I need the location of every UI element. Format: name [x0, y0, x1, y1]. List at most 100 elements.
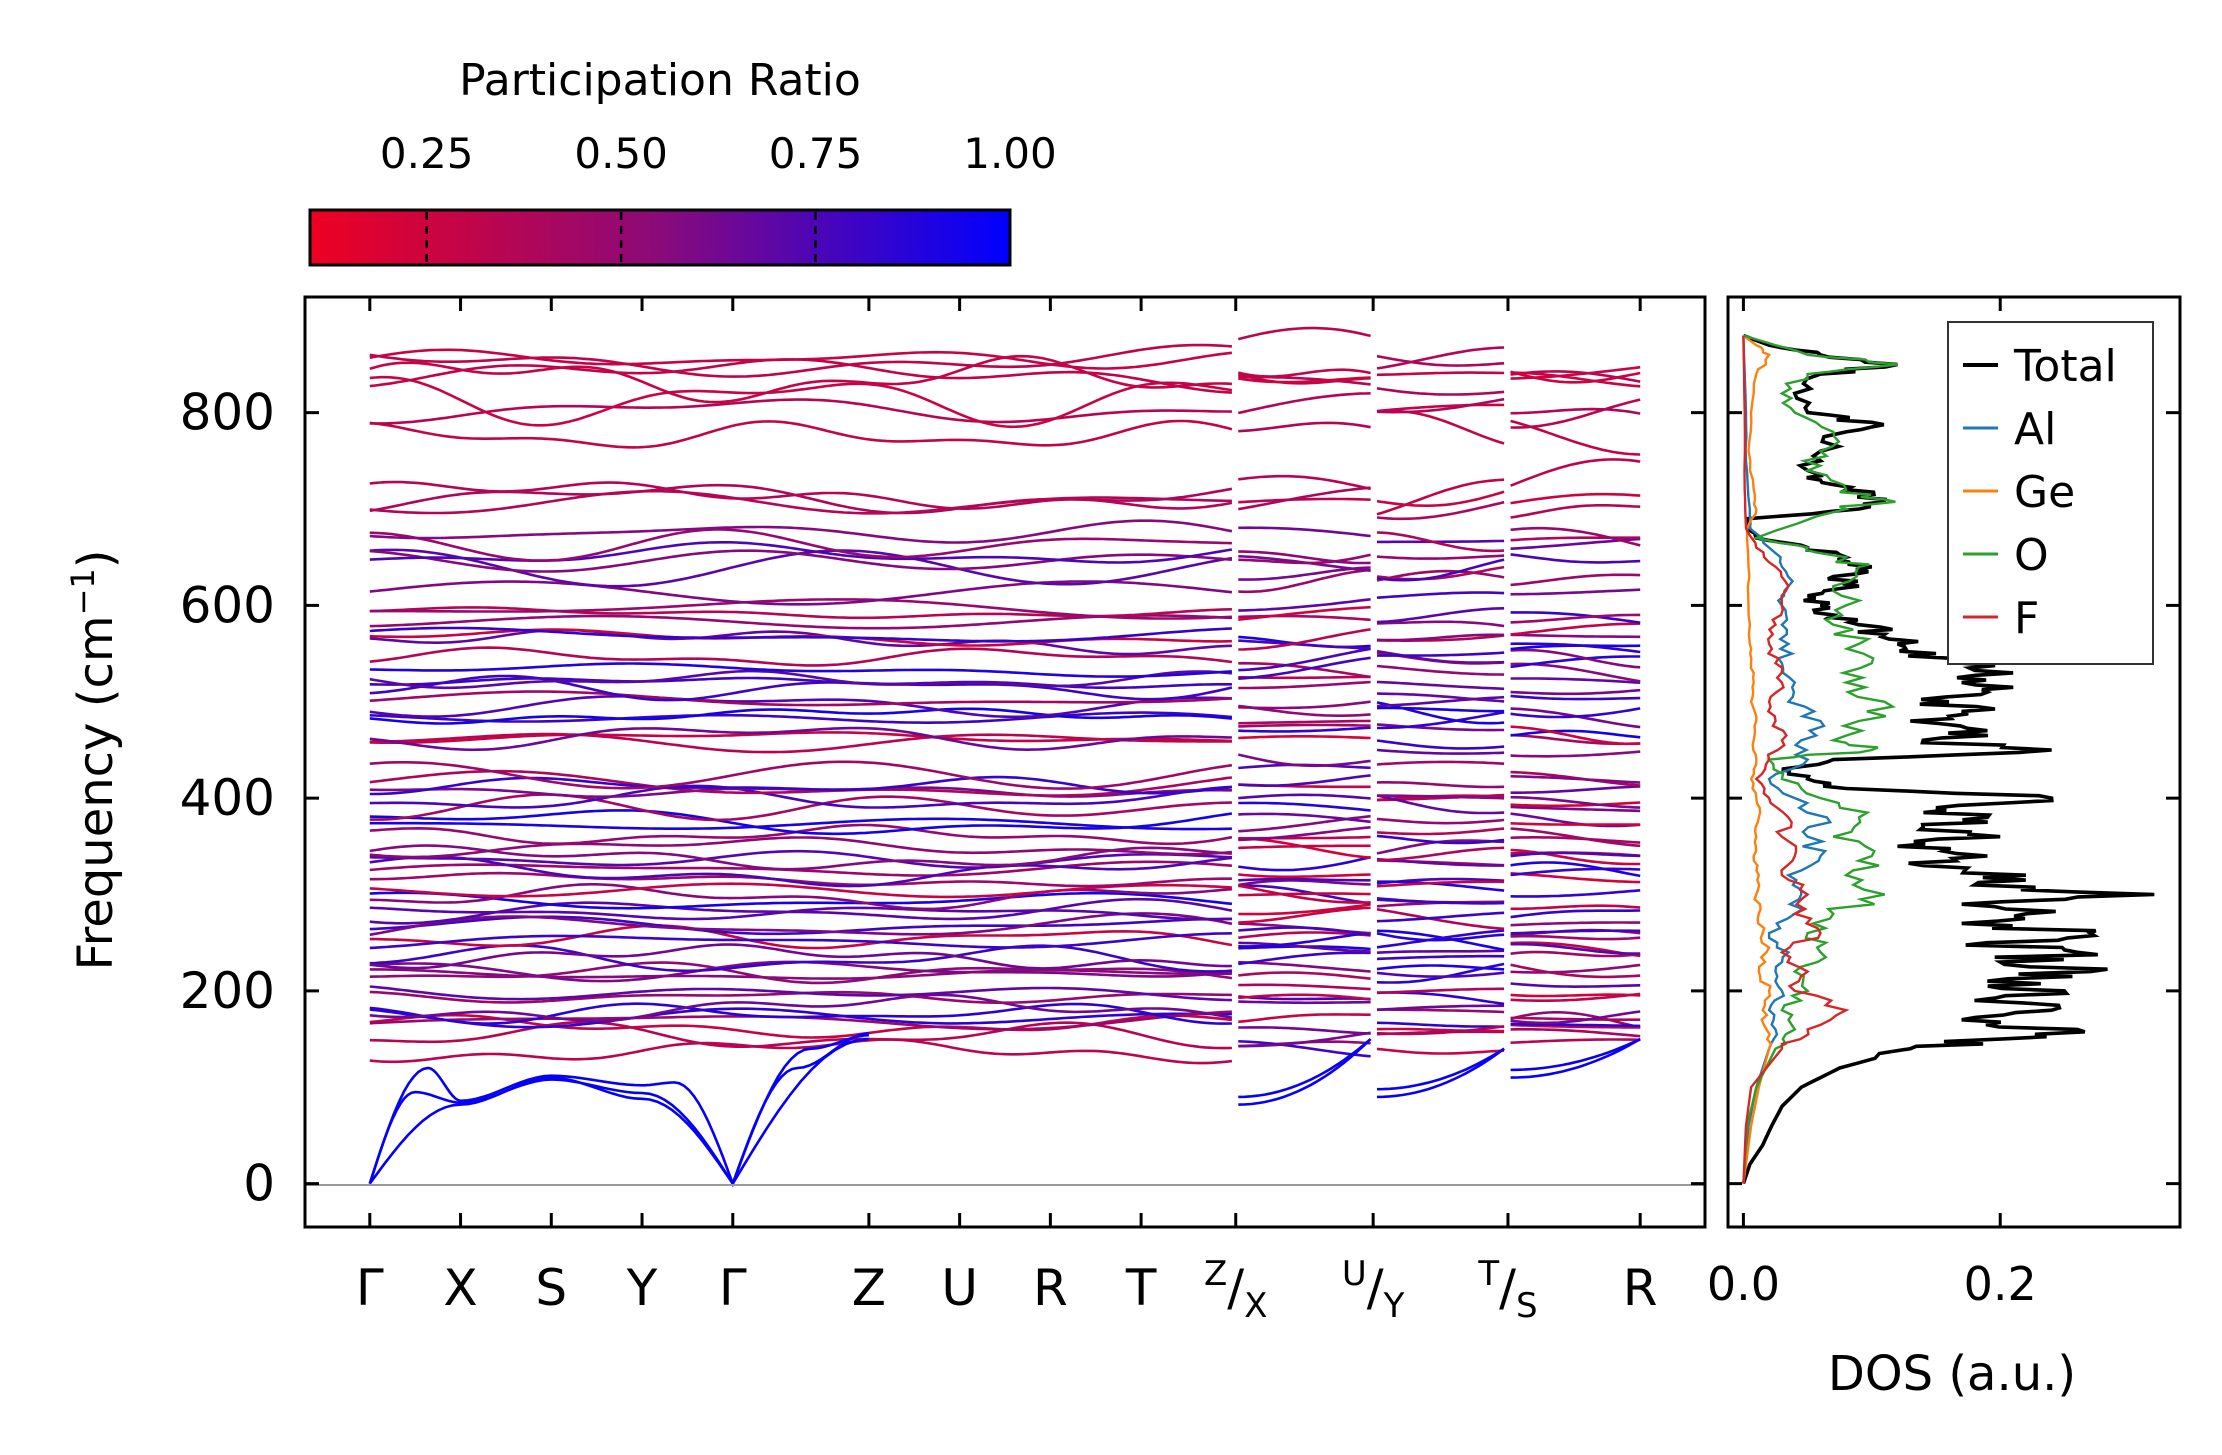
band-branch	[1238, 995, 1371, 1001]
band-branch	[1238, 723, 1371, 728]
colorbar-tick-label: 0.25	[380, 129, 474, 178]
band-branch	[1238, 726, 1371, 733]
band-branch	[1238, 826, 1371, 842]
band-branch	[1238, 568, 1371, 594]
band-branch	[369, 398, 1232, 425]
band-branch	[1238, 735, 1371, 740]
band-branch	[1376, 664, 1505, 676]
band-branch	[1510, 492, 1641, 505]
band-branch	[1376, 490, 1505, 507]
band-branch	[1238, 550, 1371, 565]
band-branch	[369, 883, 1232, 911]
band-branch	[1376, 554, 1505, 560]
band-branch	[1376, 834, 1505, 845]
band-branch	[1376, 932, 1505, 942]
band-branch	[1238, 647, 1371, 672]
band-branch	[369, 943, 1232, 970]
band-branch	[1238, 774, 1371, 788]
band-branch	[369, 1002, 1232, 1025]
band-branch	[369, 912, 1233, 937]
band-branch	[1510, 573, 1641, 587]
band-branch	[1376, 739, 1505, 750]
legend-label: Total	[2013, 341, 2117, 392]
band-branch	[1376, 633, 1505, 642]
band-branch	[1238, 598, 1371, 612]
band-branch	[1238, 892, 1371, 897]
band-branch	[1376, 607, 1505, 624]
y-tick-label: 0	[243, 1155, 275, 1213]
band-branch	[1238, 960, 1371, 973]
band-branch	[1238, 931, 1371, 948]
band-branch	[1510, 1038, 1641, 1044]
band-branch	[369, 549, 1232, 573]
band-branch	[1238, 931, 1371, 940]
band-branch	[1238, 486, 1371, 511]
band-branch	[1376, 692, 1505, 703]
band-branch	[1376, 827, 1505, 836]
band-branch	[369, 598, 1232, 620]
band-branch	[1376, 857, 1505, 867]
band-branch	[1510, 889, 1641, 898]
band-branch	[369, 375, 1233, 429]
band-branch	[1238, 1038, 1372, 1099]
band-branch	[369, 993, 1233, 1023]
colorbar-title: Participation Ratio	[459, 55, 861, 106]
band-branch	[1376, 1004, 1505, 1012]
band-branch	[1510, 536, 1641, 542]
band-branch	[369, 924, 1233, 950]
band-branch	[369, 669, 1233, 690]
band-branch	[1238, 661, 1371, 679]
band-branch	[369, 419, 1233, 449]
dos-x-tick-label: 0.0	[1707, 1257, 1780, 1311]
band-branch	[1238, 951, 1371, 966]
band-branch	[1376, 371, 1505, 377]
band-branch	[1238, 879, 1371, 887]
band-branch	[1238, 844, 1371, 850]
band-branch	[369, 784, 1232, 809]
band-branch	[369, 711, 1233, 724]
colorbar-tick-label: 1.00	[963, 129, 1057, 178]
band-branch	[1510, 851, 1641, 858]
band-branch	[1510, 963, 1641, 979]
legend-label: F	[2014, 593, 2039, 644]
band-branch	[1376, 1021, 1505, 1028]
band-branch	[1376, 908, 1505, 931]
band-branch	[1376, 846, 1505, 862]
band-branch	[1376, 558, 1505, 582]
band-branch	[368, 1037, 870, 1186]
band-branch	[369, 817, 1232, 831]
band-branch	[369, 882, 1232, 899]
band-branch	[1376, 531, 1505, 553]
band-branch	[1510, 398, 1641, 429]
band-branch	[369, 626, 1232, 643]
band-branch	[369, 528, 1232, 562]
band-branch	[369, 674, 1233, 702]
band-branch	[369, 897, 1233, 925]
band-branch	[1376, 760, 1505, 766]
band-branch	[1376, 748, 1505, 755]
band-branch	[1510, 1022, 1641, 1028]
legend: Total Al Ge OF	[1947, 321, 2154, 665]
band-branch	[1510, 909, 1641, 919]
band-branch	[1376, 500, 1505, 521]
band-branch	[1376, 817, 1505, 825]
band-branch	[1376, 781, 1505, 789]
y-tick-label: 200	[180, 962, 275, 1020]
dos-plot-frame	[1726, 295, 2182, 1229]
band-branch	[1510, 677, 1641, 684]
x-tick-label: U	[941, 1259, 978, 1317]
band-branch	[1376, 794, 1505, 815]
dos-series-ge	[1742, 334, 1773, 1184]
band-branch	[369, 961, 1233, 985]
band-branch	[369, 1038, 1233, 1065]
band-branch	[369, 354, 1232, 404]
band-branch	[369, 871, 1232, 888]
band-branch	[1238, 639, 1371, 650]
band-branch	[1510, 1028, 1641, 1038]
band-branch	[1238, 971, 1371, 980]
band-branch	[1510, 805, 1641, 813]
band-branch	[1376, 949, 1505, 954]
band-branch	[369, 1007, 1232, 1029]
band-branch	[1376, 1025, 1505, 1036]
